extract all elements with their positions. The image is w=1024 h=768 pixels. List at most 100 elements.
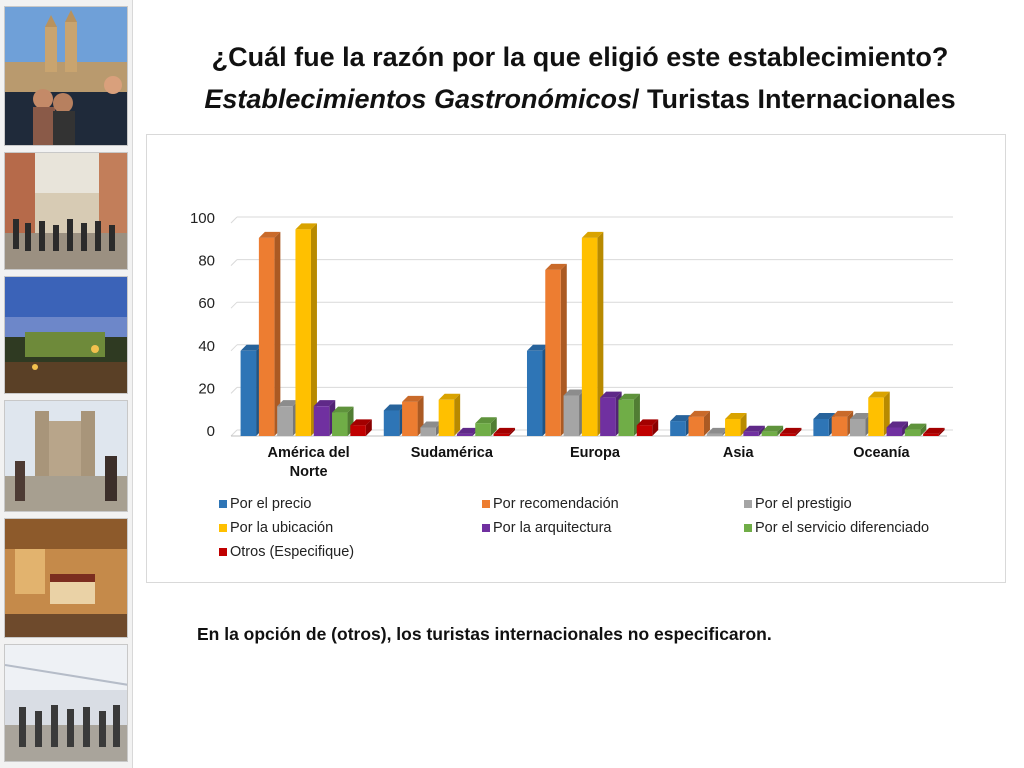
bar-top [350,419,372,426]
bar [743,431,759,436]
legend-label: Por la arquitectura [493,520,612,536]
bar-top [332,406,354,413]
bar [295,229,311,436]
y-tick-label: 20 [198,380,215,397]
bar-side [652,419,659,436]
x-tick-label: Asia [723,445,755,461]
bar [240,350,257,436]
bar-top [240,344,263,351]
bar-top [313,400,336,407]
bar-top [526,344,549,351]
gridline-depth [230,429,238,437]
gridline-depth [230,259,238,266]
bar-side [920,423,927,436]
photo-cathedral-pool [4,6,128,146]
bar [402,401,418,436]
x-tick-label: América del [267,445,349,461]
bar [545,269,561,436]
bar [636,425,653,436]
bar-top [295,223,317,230]
bar-top [868,391,890,398]
bar-top [438,393,461,400]
bar-top [706,427,729,434]
title-line-2: Establecimientos Gastronómicos/ Turistas… [150,78,1010,120]
bar [725,418,741,436]
bar-side [938,427,945,436]
y-tick-label: 40 [198,338,215,355]
title-line-1: ¿Cuál fue la razón por la que eligió est… [211,42,949,72]
photo-church-plaza [4,400,128,512]
legend-swatch [482,500,490,508]
bar [438,399,455,436]
bar [526,350,543,436]
bar [258,237,275,436]
bar [813,418,829,436]
x-tick-label: Europa [570,445,621,461]
bar [761,431,778,436]
y-tick-label: 60 [198,295,215,312]
bar-side [795,427,802,436]
x-tick-label: Norte [290,464,328,480]
bar [350,425,366,436]
photo-strip [0,0,133,768]
bar-side [703,410,710,436]
bar-top [813,412,835,419]
bar-top [600,391,622,398]
bar-top [761,425,784,432]
bar [831,416,848,436]
bar-side [777,425,784,436]
chart-container: 0 20 40 60 80 100 América del Norte Sudamérica Eu… [146,134,1006,583]
footnote: En la opción de (otros), los turistas in… [197,624,772,644]
legend-swatch [744,524,752,532]
gridline-depth [230,301,238,309]
bar [868,397,884,436]
bar [313,406,330,436]
bar-top [563,389,586,396]
legend-label: Otros (Especifique) [230,544,354,560]
bar-top [904,423,927,430]
bar-side [274,231,281,436]
legend-label: Por el servicio diferenciado [755,520,929,536]
bar-top [743,425,765,432]
legend-label: Por la ubicación [230,520,333,536]
bar [706,433,723,436]
bar [420,427,436,436]
gridline-depth [230,344,238,352]
bar-top [923,427,945,434]
bar-top [545,263,567,270]
bar-side [509,427,516,436]
x-tick-label: Oceanía [853,445,910,461]
legend-label: Por el precio [230,496,311,512]
bar-chart: 0 20 40 60 80 100 América del Norte Sudamérica Eu… [190,210,953,560]
bar [688,416,704,436]
bar-side [490,417,497,436]
bar-top [456,427,479,434]
gridline-depth [230,387,238,394]
bar-top [688,410,710,417]
bar-side [902,421,909,436]
bar-top [618,393,640,400]
y-tick-label: 0 [207,423,215,440]
bar [581,237,598,436]
bar [886,427,903,436]
x-tick-label: Sudamérica [411,445,494,461]
bar [493,433,510,436]
bar [563,395,580,436]
photo-market-crowd [4,644,128,762]
legend-label: Por recomendación [493,496,619,512]
bar [332,412,348,436]
bar [277,406,293,436]
photo-street-crowd [4,152,128,270]
bar-side [310,223,317,436]
title-italic-part: Establecimientos Gastronómicos [204,84,632,114]
bar [600,397,616,436]
bar [383,410,400,436]
bar-side [365,419,372,436]
legend-swatch [744,500,752,508]
bar-top [886,421,909,428]
bar [456,433,473,436]
y-tick-label: 100 [190,210,215,227]
bar-side [758,425,765,436]
bar-side [454,393,461,436]
bar-top [636,419,659,426]
